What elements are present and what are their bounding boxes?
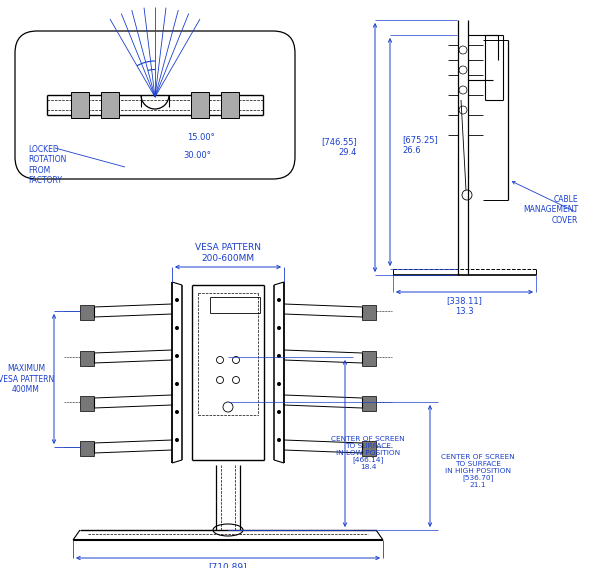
- Bar: [71, 92, 89, 118]
- Text: [338.11]
13.3: [338.11] 13.3: [446, 296, 482, 316]
- Bar: [362, 305, 376, 320]
- Bar: [80, 441, 94, 456]
- Circle shape: [175, 326, 179, 330]
- Text: 30.00°: 30.00°: [183, 151, 211, 160]
- Circle shape: [277, 438, 281, 442]
- Text: [710.89]
28.0: [710.89] 28.0: [209, 562, 247, 568]
- Circle shape: [277, 354, 281, 358]
- Bar: [101, 92, 119, 118]
- Bar: [80, 396, 94, 411]
- Text: VESA PATTERN
200-600MM: VESA PATTERN 200-600MM: [195, 243, 261, 262]
- Text: 15.00°: 15.00°: [187, 132, 215, 141]
- Text: [746.55]
29.4: [746.55] 29.4: [321, 137, 357, 157]
- Circle shape: [277, 326, 281, 330]
- Text: CENTER OF SCREEN
TO SURFACE
IN HIGH POSITION
[536.70]
21.1: CENTER OF SCREEN TO SURFACE IN HIGH POSI…: [441, 454, 515, 488]
- Text: [675.25]
26.6: [675.25] 26.6: [402, 135, 438, 154]
- Circle shape: [175, 298, 179, 302]
- Circle shape: [175, 410, 179, 414]
- Bar: [362, 351, 376, 366]
- Bar: [362, 396, 376, 411]
- Text: MAXIMUM
VESA PATTERN
400MM: MAXIMUM VESA PATTERN 400MM: [0, 364, 54, 394]
- Text: CABLE
MANAGEMENT
COVER: CABLE MANAGEMENT COVER: [523, 195, 578, 225]
- Circle shape: [277, 298, 281, 302]
- Text: LOCKED
ROTATION
FROM
FACTORY: LOCKED ROTATION FROM FACTORY: [28, 145, 66, 185]
- Circle shape: [175, 354, 179, 358]
- Circle shape: [277, 410, 281, 414]
- Circle shape: [175, 438, 179, 442]
- Bar: [80, 351, 94, 366]
- Bar: [80, 305, 94, 320]
- Bar: [191, 92, 209, 118]
- Circle shape: [277, 382, 281, 386]
- Bar: [221, 92, 239, 118]
- Text: CENTER OF SCREEN
TO SURFACE
IN LOW POSITION
[466.14]
18.4: CENTER OF SCREEN TO SURFACE IN LOW POSIT…: [331, 436, 405, 470]
- Bar: [362, 441, 376, 456]
- Circle shape: [175, 382, 179, 386]
